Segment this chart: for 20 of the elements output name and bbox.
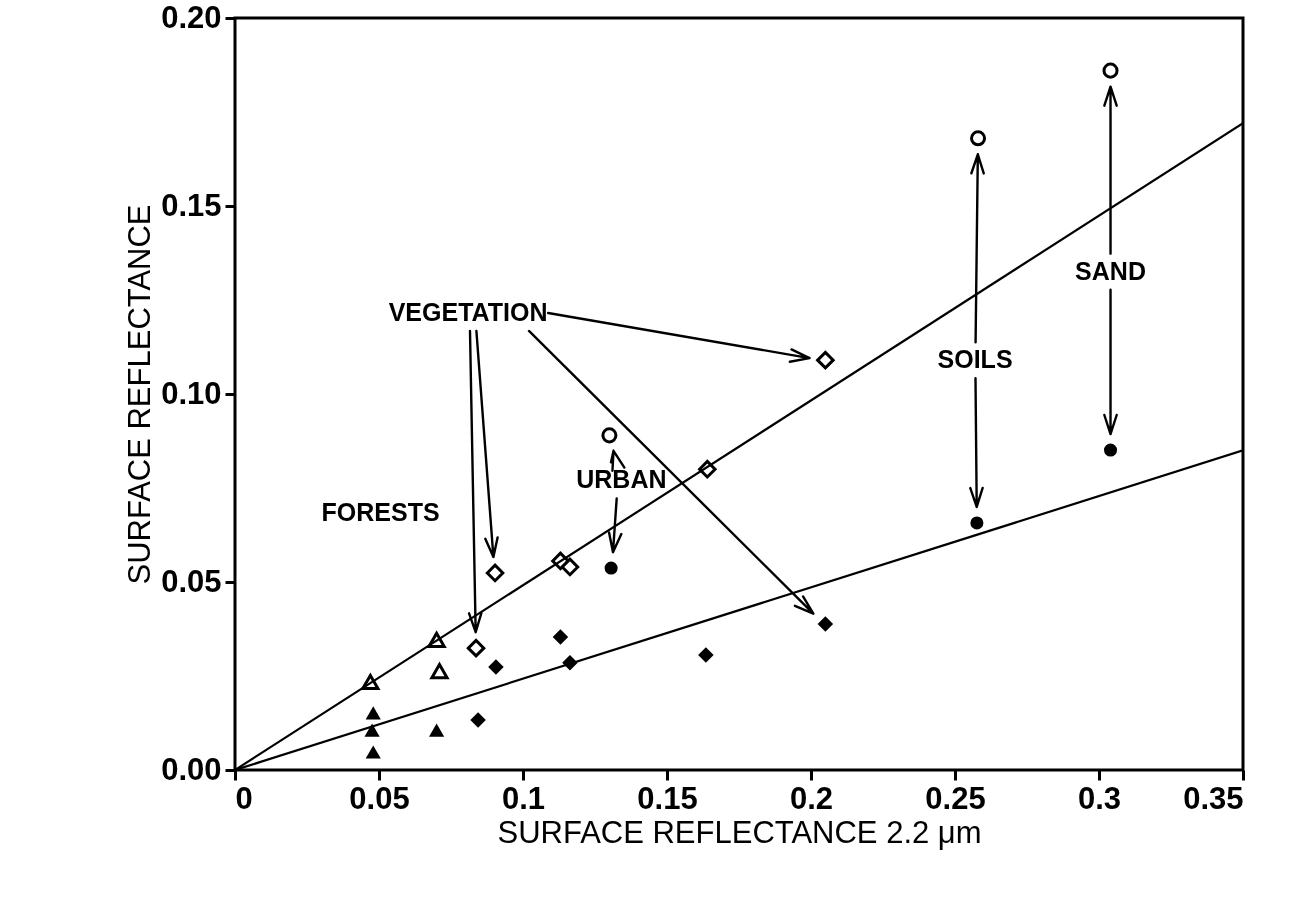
annotation: FORESTS [321,497,440,526]
x-tick-label: 0.3 [1077,780,1122,816]
annotation: VEGETATION [388,297,548,326]
annotation: SAND [1075,256,1146,285]
annotation: SOILS [937,345,1013,374]
x-tick-label: 0.35 [1183,780,1244,816]
x-tick-label: 0.2 [789,780,834,816]
y-axis-title: SURFACE REFLECTANCE [122,204,158,585]
x-tick-label: 0.25 [925,780,986,816]
y-tick-label: 0.05 [161,563,222,599]
annotation: URBAN [576,465,667,494]
y-tick-label: 0.10 [161,375,222,411]
x-tick-label: 0 [235,780,253,816]
y-tick-label: 0.15 [161,187,222,223]
x-tick-label: 0.15 [637,780,698,816]
y-tick-label: 0.00 [161,751,222,787]
x-axis-title: SURFACE REFLECTANCE 2.2 μm [497,814,982,850]
y-tick-label: 0.20 [161,0,222,35]
x-tick-label: 0.05 [349,780,410,816]
x-tick-label: 0.1 [501,780,546,816]
